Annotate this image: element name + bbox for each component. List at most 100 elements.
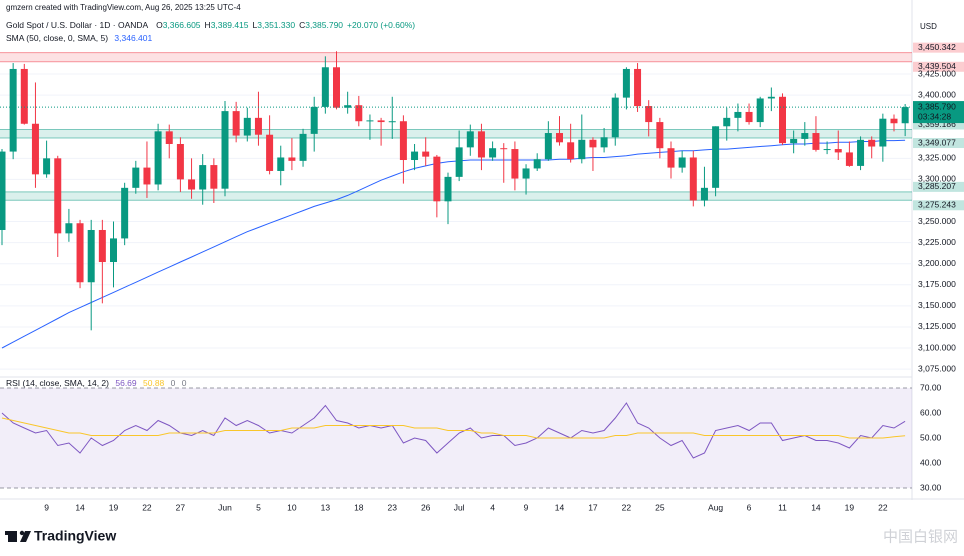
ohlc-label: L [253, 20, 258, 30]
watermark: 中国白银网 [883, 528, 958, 546]
y-tick-label: 3,100.000 [918, 342, 956, 352]
candle-body [522, 168, 530, 179]
candle-body [132, 167, 140, 188]
symbol-title: Gold Spot / U.S. Dollar · 1D · OANDA [6, 20, 149, 30]
candle-body [9, 68, 17, 152]
candle-body [700, 187, 708, 201]
candle-body [734, 111, 742, 118]
candle-body [411, 151, 419, 161]
candle-body [455, 147, 463, 177]
x-tick-label: 25 [655, 502, 665, 512]
candle-body [634, 68, 642, 107]
candle-body [556, 133, 563, 143]
candle-body [266, 134, 274, 171]
candle-body [188, 179, 196, 190]
candle-body [31, 123, 39, 175]
x-tick-label: 11 [778, 502, 787, 512]
zone-label-bg [913, 200, 964, 211]
rsi-band [0, 388, 912, 488]
x-tick-label: 22 [878, 502, 888, 512]
zone-label-bg [913, 119, 964, 130]
candle-body [299, 133, 307, 161]
ohlc-label: H [205, 20, 211, 30]
y-tick-label: 3,125.000 [918, 321, 956, 331]
candle-body [756, 98, 764, 123]
x-tick-label: Aug [708, 502, 723, 512]
candle-body [333, 67, 340, 108]
brand-name: TradingView [34, 528, 116, 544]
candle-body [143, 167, 151, 185]
candle-body [578, 139, 586, 160]
x-tick-label: 4 [490, 502, 495, 512]
sma-value: 3,346.401 [114, 33, 152, 43]
candle-body [377, 120, 385, 123]
x-tick-label: 22 [622, 502, 632, 512]
candle-body [466, 131, 474, 148]
x-tick-label: 23 [388, 502, 398, 512]
candle-body [790, 138, 798, 144]
x-tick-label: 14 [811, 502, 821, 512]
x-tick-label: 18 [354, 502, 364, 512]
candle-body [210, 165, 218, 189]
zone-label: 3,359.186 [918, 119, 956, 129]
candle-body [221, 111, 229, 189]
rsi-legend: RSI (14, close, SMA, 14, 2) 56.69 50.88 … [6, 378, 187, 388]
zone [0, 191, 912, 201]
zone-label-bg [913, 61, 964, 72]
ohlc-value: 3,351.330 [257, 20, 295, 30]
y-tick-label: 3,325.000 [918, 153, 956, 163]
candle-body [678, 157, 686, 168]
candle-body [165, 131, 173, 144]
candle-body [656, 122, 664, 149]
candle-body [366, 120, 374, 122]
candle-body [589, 139, 597, 148]
candle-body [344, 105, 352, 108]
x-tick-label: 5 [256, 502, 261, 512]
y-tick-label: 3,075.000 [918, 363, 956, 373]
candle-body [544, 133, 552, 160]
candle-body [176, 143, 184, 180]
x-tick-label: 14 [75, 502, 85, 512]
zone-label-bg [913, 138, 964, 149]
last-price-label: 3,385.790 [918, 101, 956, 111]
candle-body [232, 111, 240, 136]
candle-body [611, 97, 619, 138]
y-tick-label: 3,250.000 [918, 216, 956, 226]
y-tick-label: 3,300.000 [918, 174, 956, 184]
zone-label: 3,285.207 [918, 181, 956, 191]
y-tick-label: 3,400.000 [918, 89, 956, 99]
overlay-labels: 3,450.342 3,439.504 3,359.186 3,349.077 3,28… [913, 42, 964, 211]
x-tick-label: 6 [747, 502, 752, 512]
candle-body [243, 117, 251, 136]
zone-label-bg [913, 181, 964, 192]
candle-body [477, 131, 485, 158]
candle-body [767, 96, 775, 99]
zone [0, 52, 912, 62]
candle-body [533, 159, 541, 169]
rsi-ma-line [1, 417, 906, 439]
candle-body [857, 139, 865, 166]
countdown: 03:34:28 [918, 111, 951, 121]
candle-body [723, 117, 731, 127]
rsi-tick-label: 70.00 [920, 382, 942, 392]
rsi-name: RSI (14, close, SMA, 14, 2) [6, 378, 109, 388]
candle-body [54, 158, 62, 234]
x-tick-label: Jul [454, 502, 465, 512]
x-tick-label: 22 [142, 502, 152, 512]
x-tick-label: 13 [321, 502, 331, 512]
zone [0, 129, 912, 139]
y-tick-label: 3,150.000 [918, 300, 956, 310]
candle-body [567, 142, 575, 160]
y-tick-label: 3,175.000 [918, 279, 956, 289]
candle-body [433, 156, 441, 202]
rsi-extra: 0 [171, 378, 176, 388]
candle-body [199, 165, 207, 190]
candle-body [901, 107, 909, 124]
sma-name: SMA (50, close, 0, SMA, 5) [6, 33, 108, 43]
ohlc-label: O [156, 20, 163, 30]
candle-body [879, 118, 887, 147]
last-price-bg [913, 101, 964, 124]
candle-body [321, 67, 329, 107]
candle-body [600, 137, 608, 148]
